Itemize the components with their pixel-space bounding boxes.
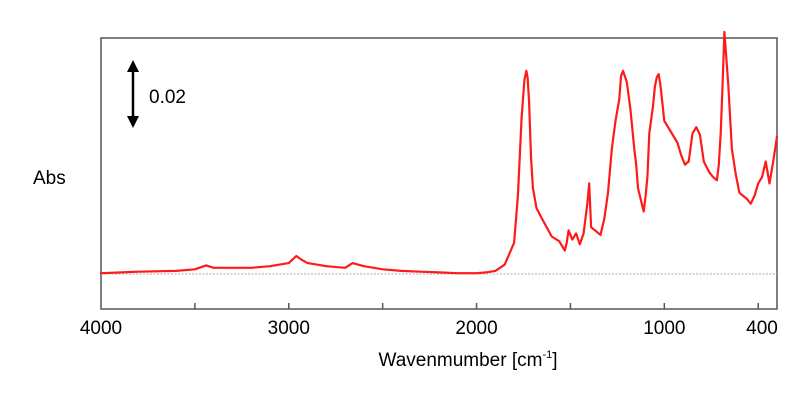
x-tick-label: 3000 — [268, 318, 310, 339]
absorbance-scale-bar: 0.02 — [127, 60, 186, 128]
x-axis-title-close: ] — [552, 350, 557, 371]
scale-bar-up-arrowhead — [127, 60, 139, 72]
scale-bar-down-arrowhead — [127, 116, 139, 128]
x-axis-title-text: Wavenmumber [cm — [378, 350, 542, 371]
x-tick-label: 4000 — [80, 318, 122, 339]
x-tick-label: 400 — [746, 318, 778, 339]
scale-bar-label: 0.02 — [149, 87, 186, 108]
x-axis-title-superscript: -1 — [542, 349, 552, 361]
y-axis-label: Abs — [33, 168, 66, 189]
x-axis-tick-labels: 4000 3000 2000 1000 400 — [80, 318, 778, 339]
spectrum-series-line — [99, 30, 779, 275]
x-tick-label: 1000 — [643, 318, 685, 339]
x-axis-minor-ticks — [194, 303, 759, 309]
x-axis-title: Wavenmumber [cm-1] — [378, 349, 557, 371]
plot-frame — [100, 37, 778, 310]
x-tick-label: 2000 — [455, 318, 497, 339]
